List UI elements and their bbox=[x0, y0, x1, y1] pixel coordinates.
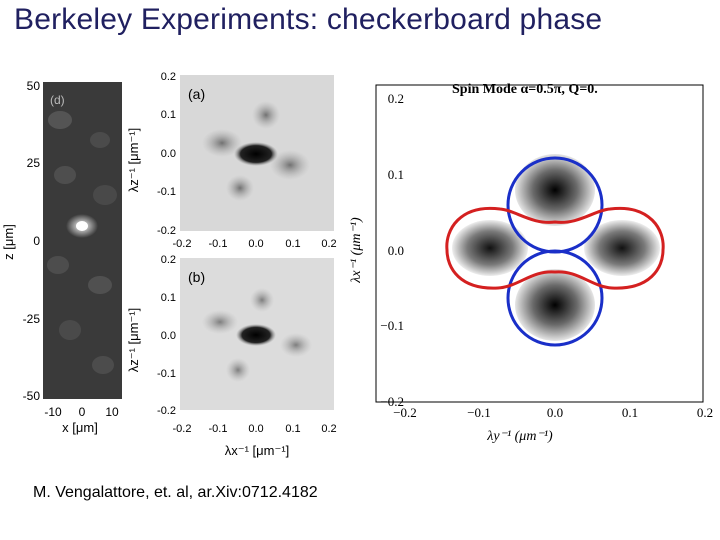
theory-plot: Spin Mode α=0.5π, Q=0. 0.2 0.1 0.0 −0.1 … bbox=[349, 82, 713, 444]
theory-ytick: −0.1 bbox=[380, 318, 404, 333]
panel-ab-xlabel: λx⁻¹ [μm⁻¹] bbox=[225, 443, 290, 458]
panel-a-ytick: -0.2 bbox=[157, 225, 176, 237]
panel-b-ytick: 0.0 bbox=[161, 330, 176, 342]
theory-ytick: 0.0 bbox=[388, 243, 404, 258]
panel-b-ylabel: λz⁻¹ [μm⁻¹] bbox=[126, 308, 141, 373]
panel-b-xtick: -0.2 bbox=[173, 423, 192, 435]
panel-a-label: (a) bbox=[188, 86, 205, 102]
theory-blue-contour-bottom bbox=[506, 249, 604, 347]
panel-d-xtick: 0 bbox=[79, 405, 86, 419]
theory-title: Spin Mode α=0.5π, Q=0. bbox=[452, 82, 598, 97]
panel-d-ytick: 50 bbox=[27, 79, 41, 93]
panel-b-xtick: -0.1 bbox=[209, 423, 228, 435]
panel-d-image bbox=[43, 82, 122, 399]
theory-xtick: −0.1 bbox=[467, 405, 491, 420]
panel-a-ylabel: λz⁻¹ [μm⁻¹] bbox=[126, 128, 141, 193]
panel-d-ytick: 25 bbox=[27, 156, 41, 170]
theory-blob-left bbox=[452, 220, 528, 276]
panel-d-label: (d) bbox=[50, 93, 65, 107]
theory-xtick: 0.1 bbox=[622, 405, 638, 420]
theory-ytick: −0.2 bbox=[380, 394, 404, 409]
panel-d-ytick: -50 bbox=[23, 389, 41, 403]
panel-b-ytick: 0.1 bbox=[161, 292, 176, 304]
panel-d-xlabel: x [μm] bbox=[62, 420, 98, 435]
theory-xlabel: λy⁻¹ (μm⁻¹) bbox=[486, 429, 553, 444]
citation: M. Vengalattore, et. al, ar.Xiv:0712.418… bbox=[33, 484, 318, 501]
theory-ylabel: λx⁻¹ (μm⁻¹) bbox=[349, 217, 364, 284]
panel-a-ytick: -0.1 bbox=[157, 186, 176, 198]
theory-xtick: 0.2 bbox=[697, 405, 713, 420]
panel-d-xtick: -10 bbox=[44, 405, 62, 419]
panel-b-label: (b) bbox=[188, 269, 205, 285]
panel-b-xtick: 0.0 bbox=[248, 423, 263, 435]
theory-red-contour bbox=[445, 206, 665, 290]
panel-a-xtick: 0.0 bbox=[248, 238, 263, 250]
panel-d-xtick: 10 bbox=[105, 405, 119, 419]
theory-ytick: 0.2 bbox=[388, 91, 404, 106]
panel-a-xtick: -0.2 bbox=[173, 238, 192, 250]
panel-d-ytick: -25 bbox=[23, 312, 41, 326]
panel-b-ytick: 0.2 bbox=[161, 254, 176, 266]
panel-b-xtick: 0.1 bbox=[285, 423, 300, 435]
panel-a-ytick: 0.1 bbox=[161, 109, 176, 121]
theory-blob-top bbox=[515, 154, 595, 226]
panel-a-ytick: 0.0 bbox=[161, 148, 176, 160]
panel-b-ytick: -0.2 bbox=[157, 405, 176, 417]
panel-a: (a) 0.2 0.1 0.0 -0.1 -0.2 -0.2 -0.1 0.0 … bbox=[157, 71, 337, 250]
theory-xtick: −0.2 bbox=[393, 405, 417, 420]
panel-a-xtick: 0.1 bbox=[285, 238, 300, 250]
panel-d-ylabel: z [μm] bbox=[1, 224, 16, 260]
theory-ytick: 0.1 bbox=[388, 167, 404, 182]
panel-d-ytick: 0 bbox=[33, 234, 40, 248]
panel-a-central-peak bbox=[234, 142, 278, 166]
panel-d: (d) 50 25 0 -25 -50 -10 0 10 x [μm] z [μ… bbox=[1, 79, 122, 435]
theory-xtick: 0.0 bbox=[547, 405, 563, 420]
panel-b: (b) 0.2 0.1 0.0 -0.1 -0.2 -0.2 -0.1 0.0 … bbox=[157, 254, 337, 458]
theory-blob-right bbox=[584, 220, 660, 276]
panel-b-ytick: -0.1 bbox=[157, 368, 176, 380]
panel-b-central-peak bbox=[236, 324, 276, 346]
slide-title: Berkeley Experiments: checkerboard phase bbox=[14, 3, 603, 36]
panel-a-xtick: -0.1 bbox=[209, 238, 228, 250]
panel-a-xtick: 0.2 bbox=[321, 238, 336, 250]
theory-blob-bottom bbox=[515, 269, 595, 341]
panel-b-xtick: 0.2 bbox=[321, 423, 336, 435]
panel-a-ytick: 0.2 bbox=[161, 71, 176, 83]
